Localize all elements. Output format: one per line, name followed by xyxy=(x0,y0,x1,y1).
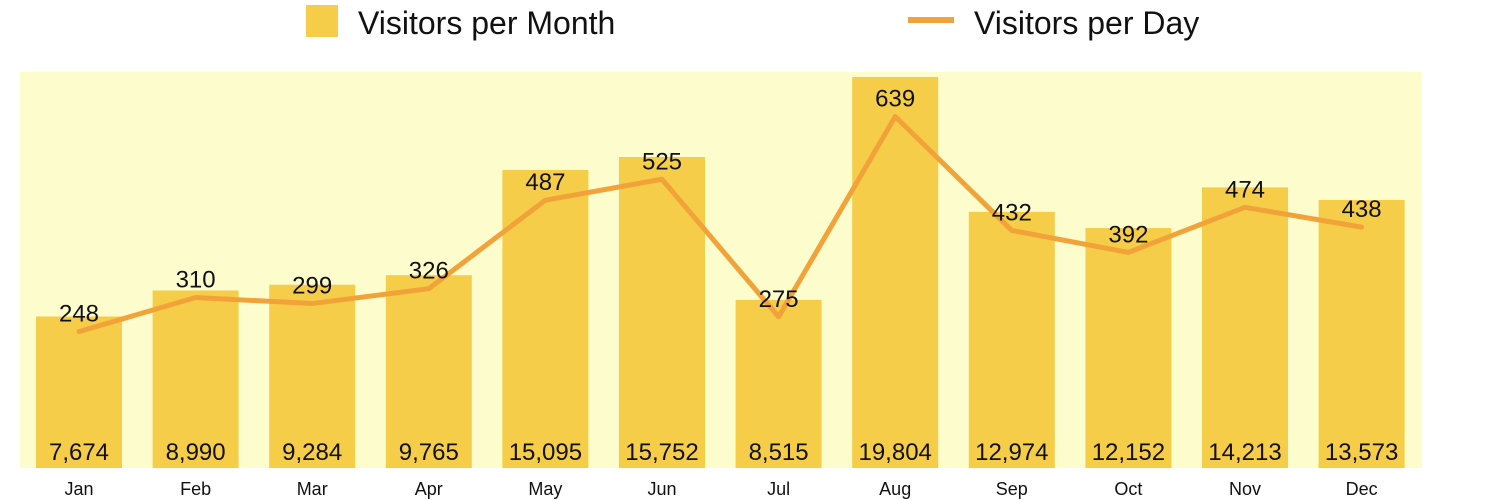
bar-value-label: 12,974 xyxy=(975,439,1048,466)
legend-day-swatch xyxy=(908,17,954,23)
x-axis-ticks: Jan Feb Mar Apr May Jun Jul Aug Sep Oct Nov Dec xyxy=(64,479,1377,499)
bar-value-label: 12,152 xyxy=(1092,439,1165,466)
bar-labels-layer: 7,674 8,990 9,284 9,765 15,095 15,752 8,515 19,… xyxy=(49,439,1398,466)
bar-nov xyxy=(1202,187,1288,468)
line-series-visitors-per-day xyxy=(76,114,1365,335)
x-tick-label: Aug xyxy=(879,479,911,499)
line-value-label: 474 xyxy=(1225,176,1265,203)
line-value-label: 639 xyxy=(875,86,915,113)
x-tick-label: Jan xyxy=(64,479,93,499)
legend-day-label: Visitors per Day xyxy=(974,5,1199,41)
bar-value-label: 14,213 xyxy=(1208,439,1281,466)
bar-value-label: 19,804 xyxy=(858,439,931,466)
bar-value-label: 7,674 xyxy=(49,439,109,466)
bar-value-label: 8,515 xyxy=(749,439,809,466)
bar-value-label: 9,765 xyxy=(399,439,459,466)
bar-jan xyxy=(36,316,122,468)
bar-oct xyxy=(1085,228,1172,468)
x-tick-label: Feb xyxy=(180,479,211,499)
x-tick-label: Jul xyxy=(767,479,790,499)
x-tick-label: Sep xyxy=(996,479,1028,499)
x-tick-label: Oct xyxy=(1114,479,1142,499)
bar-jul xyxy=(735,299,822,468)
bar-dec xyxy=(1318,200,1405,468)
bar-may xyxy=(502,169,589,468)
line-value-label: 299 xyxy=(292,273,332,300)
bar-sep xyxy=(968,211,1055,468)
line-value-label: 326 xyxy=(409,258,449,285)
line-layer xyxy=(76,114,1365,335)
line-labels-layer: 248 310 299 326 487 525 275 639 432 392 474 438 xyxy=(59,86,1382,328)
plot-area xyxy=(20,72,1422,468)
line-value-label: 310 xyxy=(176,267,216,294)
bar-value-label: 9,284 xyxy=(282,439,342,466)
bar-value-label: 8,990 xyxy=(166,439,226,466)
line-value-label: 248 xyxy=(59,301,99,328)
line-value-label: 432 xyxy=(992,199,1032,226)
x-tick-label: Dec xyxy=(1346,479,1378,499)
x-tick-label: Mar xyxy=(297,479,328,499)
bar-mar xyxy=(269,284,356,468)
x-tick-label: Nov xyxy=(1229,479,1261,499)
x-tick-label: Jun xyxy=(647,479,676,499)
bar-feb xyxy=(152,290,239,468)
bar-apr xyxy=(385,275,472,468)
line-value-label: 525 xyxy=(642,148,682,175)
bar-value-label: 15,752 xyxy=(625,439,698,466)
bar-value-label: 13,573 xyxy=(1325,439,1398,466)
bars-layer xyxy=(36,77,1405,468)
line-value-label: 438 xyxy=(1342,196,1382,223)
bar-aug xyxy=(852,77,939,468)
bar-jun xyxy=(619,157,705,468)
x-tick-label: May xyxy=(528,479,562,499)
line-value-label: 392 xyxy=(1108,221,1148,248)
bar-value-label: 15,095 xyxy=(509,439,582,466)
x-tick-label: Apr xyxy=(415,479,443,499)
line-value-label: 275 xyxy=(759,286,799,313)
line-value-label: 487 xyxy=(525,169,565,196)
legend-month-label: Visitors per Month xyxy=(358,5,615,41)
legend-month-swatch xyxy=(306,5,338,37)
